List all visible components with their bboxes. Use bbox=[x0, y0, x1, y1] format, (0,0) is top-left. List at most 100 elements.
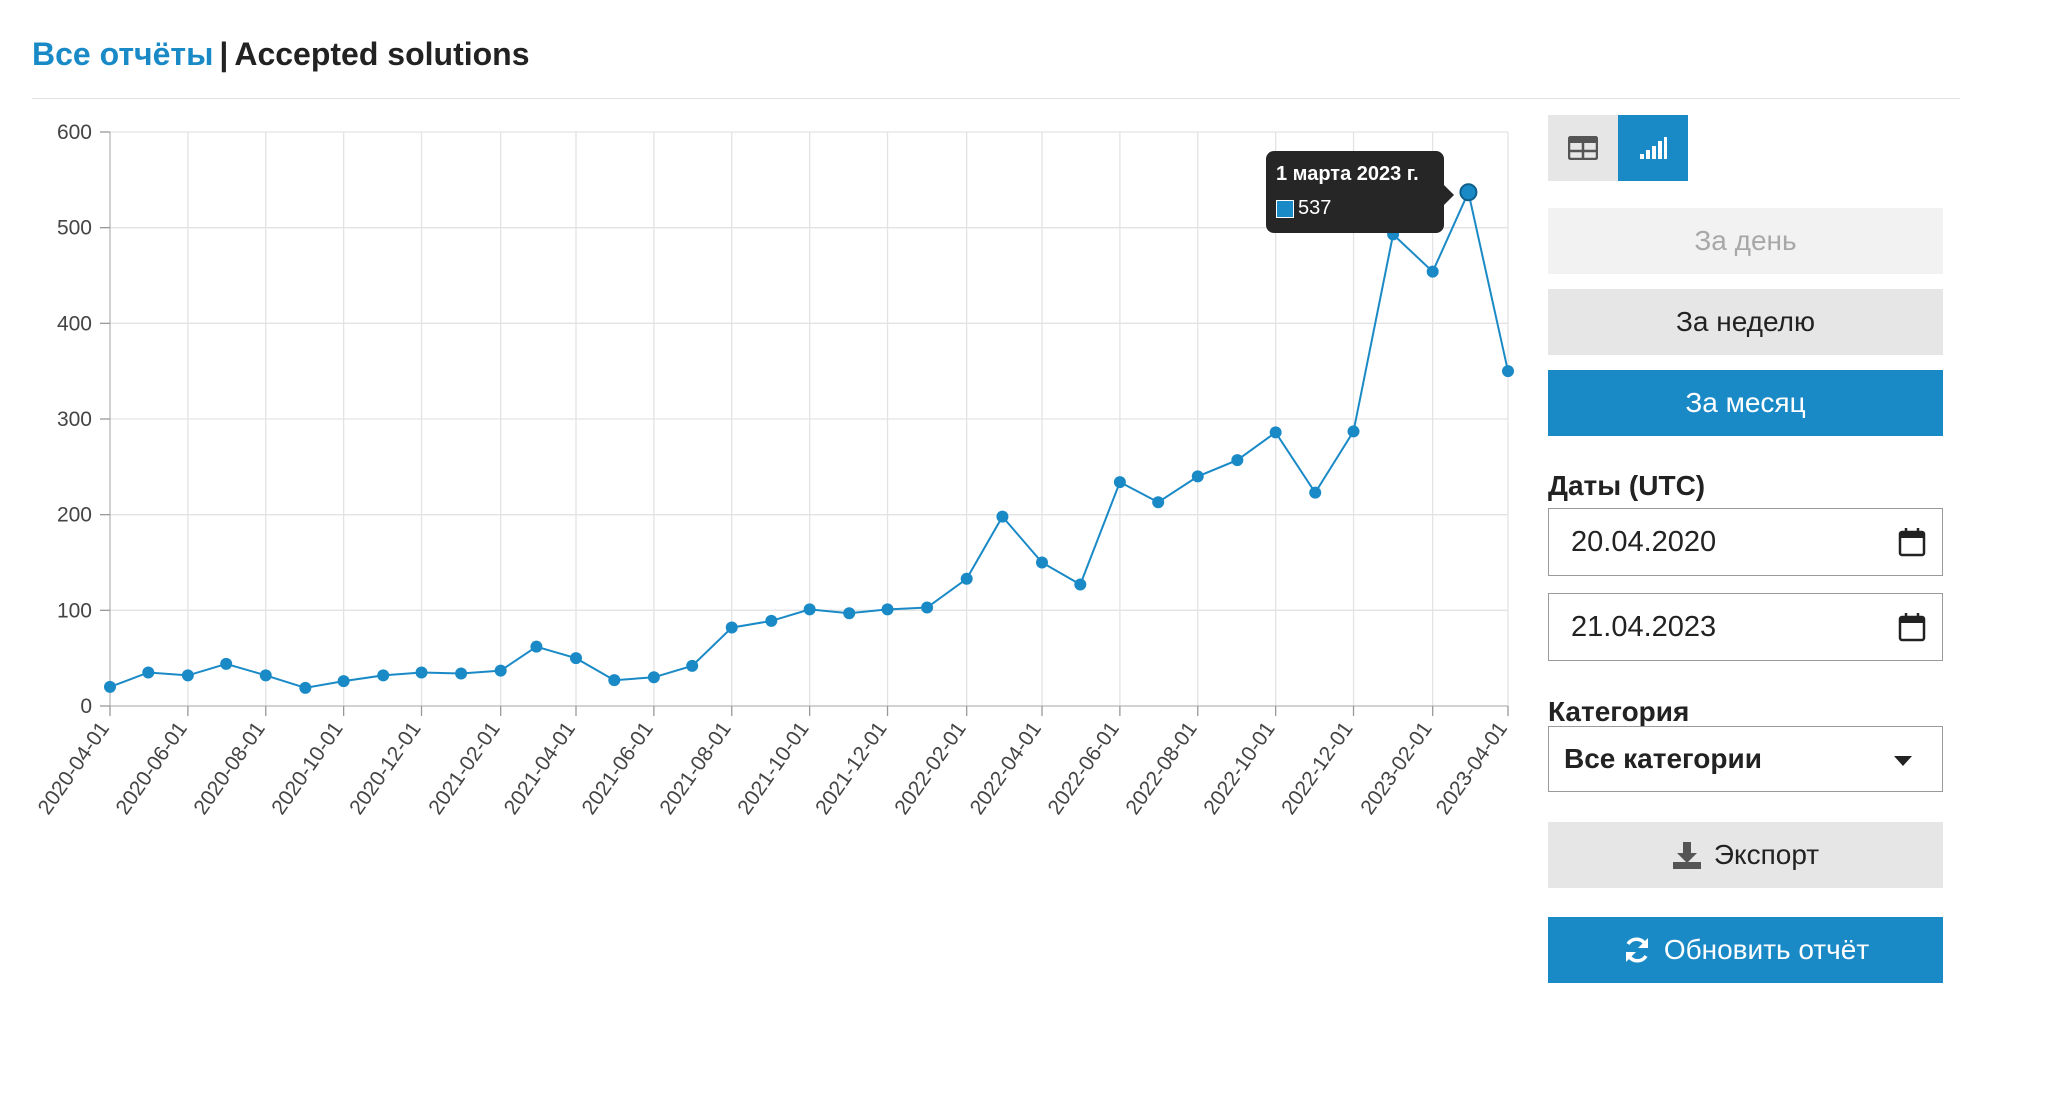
data-point bbox=[608, 674, 621, 687]
period-week-button[interactable]: За неделю bbox=[1548, 289, 1943, 355]
x-tick-label: 2023-04-01 bbox=[1432, 718, 1512, 819]
data-point bbox=[843, 607, 856, 620]
refresh-button-label: Обновить отчёт bbox=[1663, 934, 1870, 965]
data-point bbox=[570, 652, 582, 665]
data-point bbox=[1191, 470, 1204, 483]
data-point bbox=[686, 659, 699, 672]
tooltip-value-row: 537 bbox=[1276, 197, 1331, 220]
category-label: Категория bbox=[1548, 696, 1690, 727]
y-tick-label: 400 bbox=[57, 312, 92, 335]
data-point bbox=[337, 675, 350, 688]
tooltip-arrow bbox=[1444, 185, 1454, 205]
data-point bbox=[494, 664, 507, 677]
y-tick-label: 200 bbox=[57, 504, 92, 527]
x-tick-label: 2022-06-01 bbox=[1044, 718, 1124, 819]
data-point bbox=[259, 669, 272, 682]
x-tick-label: 2020-10-01 bbox=[267, 718, 347, 819]
x-tick-label: 2020-12-01 bbox=[345, 718, 425, 819]
refresh-report-button[interactable]: Обновить отчёт bbox=[1548, 917, 1943, 983]
data-point bbox=[647, 671, 660, 684]
calendar-icon[interactable] bbox=[1898, 612, 1926, 642]
period-day-button[interactable]: За день bbox=[1548, 208, 1943, 274]
dates-label: Даты (UTC) bbox=[1548, 470, 1706, 501]
data-point bbox=[765, 614, 778, 627]
data-point bbox=[725, 621, 738, 634]
table-view-button[interactable] bbox=[1548, 115, 1618, 181]
data-point bbox=[1231, 454, 1244, 467]
data-point bbox=[181, 669, 194, 682]
y-tick-label: 500 bbox=[57, 217, 92, 240]
data-point bbox=[299, 681, 312, 694]
header-divider bbox=[32, 98, 1960, 99]
data-point bbox=[104, 680, 116, 693]
tooltip-date: 1 марта 2023 г. bbox=[1276, 163, 1419, 185]
data-point bbox=[960, 572, 973, 585]
bar-chart-icon bbox=[1640, 137, 1667, 159]
date-to-field[interactable]: 21.04.2023 bbox=[1548, 593, 1943, 661]
x-tick-label: 2023-02-01 bbox=[1356, 718, 1436, 819]
page-header: Все отчёты | Accepted solutions bbox=[32, 36, 530, 73]
data-point bbox=[1152, 496, 1165, 509]
x-tick-label: 2021-12-01 bbox=[811, 718, 891, 819]
data-point bbox=[220, 657, 233, 670]
data-point bbox=[1113, 476, 1126, 489]
chevron-down-icon bbox=[1894, 756, 1912, 766]
x-tick-label: 2021-04-01 bbox=[500, 718, 580, 819]
x-tick-label: 2020-08-01 bbox=[189, 718, 269, 819]
data-point bbox=[1074, 578, 1087, 591]
chart-view-button[interactable] bbox=[1618, 115, 1688, 181]
data-point bbox=[455, 667, 468, 680]
period-month-button[interactable]: За месяц bbox=[1548, 370, 1943, 436]
category-select[interactable]: Все категории bbox=[1548, 726, 1943, 792]
y-axis-ticks: 0 100 200 300 400 500 600 bbox=[57, 121, 110, 718]
x-tick-label: 2022-08-01 bbox=[1121, 718, 1201, 819]
data-point bbox=[1269, 426, 1282, 439]
x-axis-ticks: 2020-04-012020-06-012020-08-012020-10-01… bbox=[34, 706, 1512, 819]
data-point bbox=[1309, 486, 1322, 499]
data-point bbox=[881, 603, 894, 616]
y-tick-label: 100 bbox=[57, 599, 92, 622]
highlighted-data-point bbox=[1459, 183, 1478, 202]
x-tick-label: 2022-10-01 bbox=[1199, 718, 1279, 819]
data-point bbox=[142, 666, 155, 679]
x-tick-label: 2021-08-01 bbox=[655, 718, 735, 819]
calendar-icon[interactable] bbox=[1898, 527, 1926, 557]
breadcrumb-separator: | bbox=[219, 36, 229, 72]
y-tick-label: 600 bbox=[57, 121, 92, 144]
export-button-label: Экспорт bbox=[1713, 839, 1820, 870]
data-point bbox=[996, 510, 1009, 523]
data-point bbox=[921, 601, 934, 614]
data-point bbox=[803, 603, 816, 616]
page-title: Accepted solutions bbox=[234, 36, 530, 72]
chart-tooltip: 1 марта 2023 г. 537 bbox=[1266, 151, 1454, 233]
table-icon bbox=[1568, 136, 1598, 160]
date-from-value: 20.04.2020 bbox=[1571, 525, 1717, 558]
x-tick-label: 2021-10-01 bbox=[733, 718, 813, 819]
x-tick-label: 2020-06-01 bbox=[112, 718, 192, 819]
download-icon bbox=[1672, 842, 1701, 869]
y-tick-label: 0 bbox=[80, 695, 92, 718]
refresh-icon bbox=[1625, 937, 1648, 963]
y-tick-label: 300 bbox=[57, 408, 92, 431]
x-tick-label: 2021-06-01 bbox=[578, 718, 658, 819]
tooltip-series-swatch bbox=[1276, 199, 1294, 218]
date-from-field[interactable]: 20.04.2020 bbox=[1548, 508, 1943, 576]
data-point bbox=[1036, 556, 1048, 569]
data-point bbox=[415, 666, 428, 679]
x-tick-label: 2021-02-01 bbox=[424, 718, 504, 819]
x-tick-label: 2022-04-01 bbox=[966, 718, 1046, 819]
x-tick-label: 2022-02-01 bbox=[890, 718, 970, 819]
series-points bbox=[104, 183, 1514, 694]
data-point bbox=[377, 669, 390, 682]
tooltip-value: 537 bbox=[1298, 197, 1332, 219]
export-button[interactable]: Экспорт bbox=[1548, 822, 1943, 888]
data-point bbox=[1502, 365, 1514, 378]
data-point bbox=[1426, 265, 1439, 278]
data-point bbox=[1347, 425, 1360, 438]
data-point bbox=[530, 640, 543, 653]
all-reports-link[interactable]: Все отчёты bbox=[32, 36, 214, 72]
line-chart: 0 100 200 300 400 500 600 2020-04-012020-06-01… bbox=[34, 121, 1514, 819]
date-to-value: 21.04.2023 bbox=[1571, 610, 1717, 643]
x-tick-label: 2022-12-01 bbox=[1277, 718, 1357, 819]
category-select-value: Все категории bbox=[1564, 743, 1762, 774]
